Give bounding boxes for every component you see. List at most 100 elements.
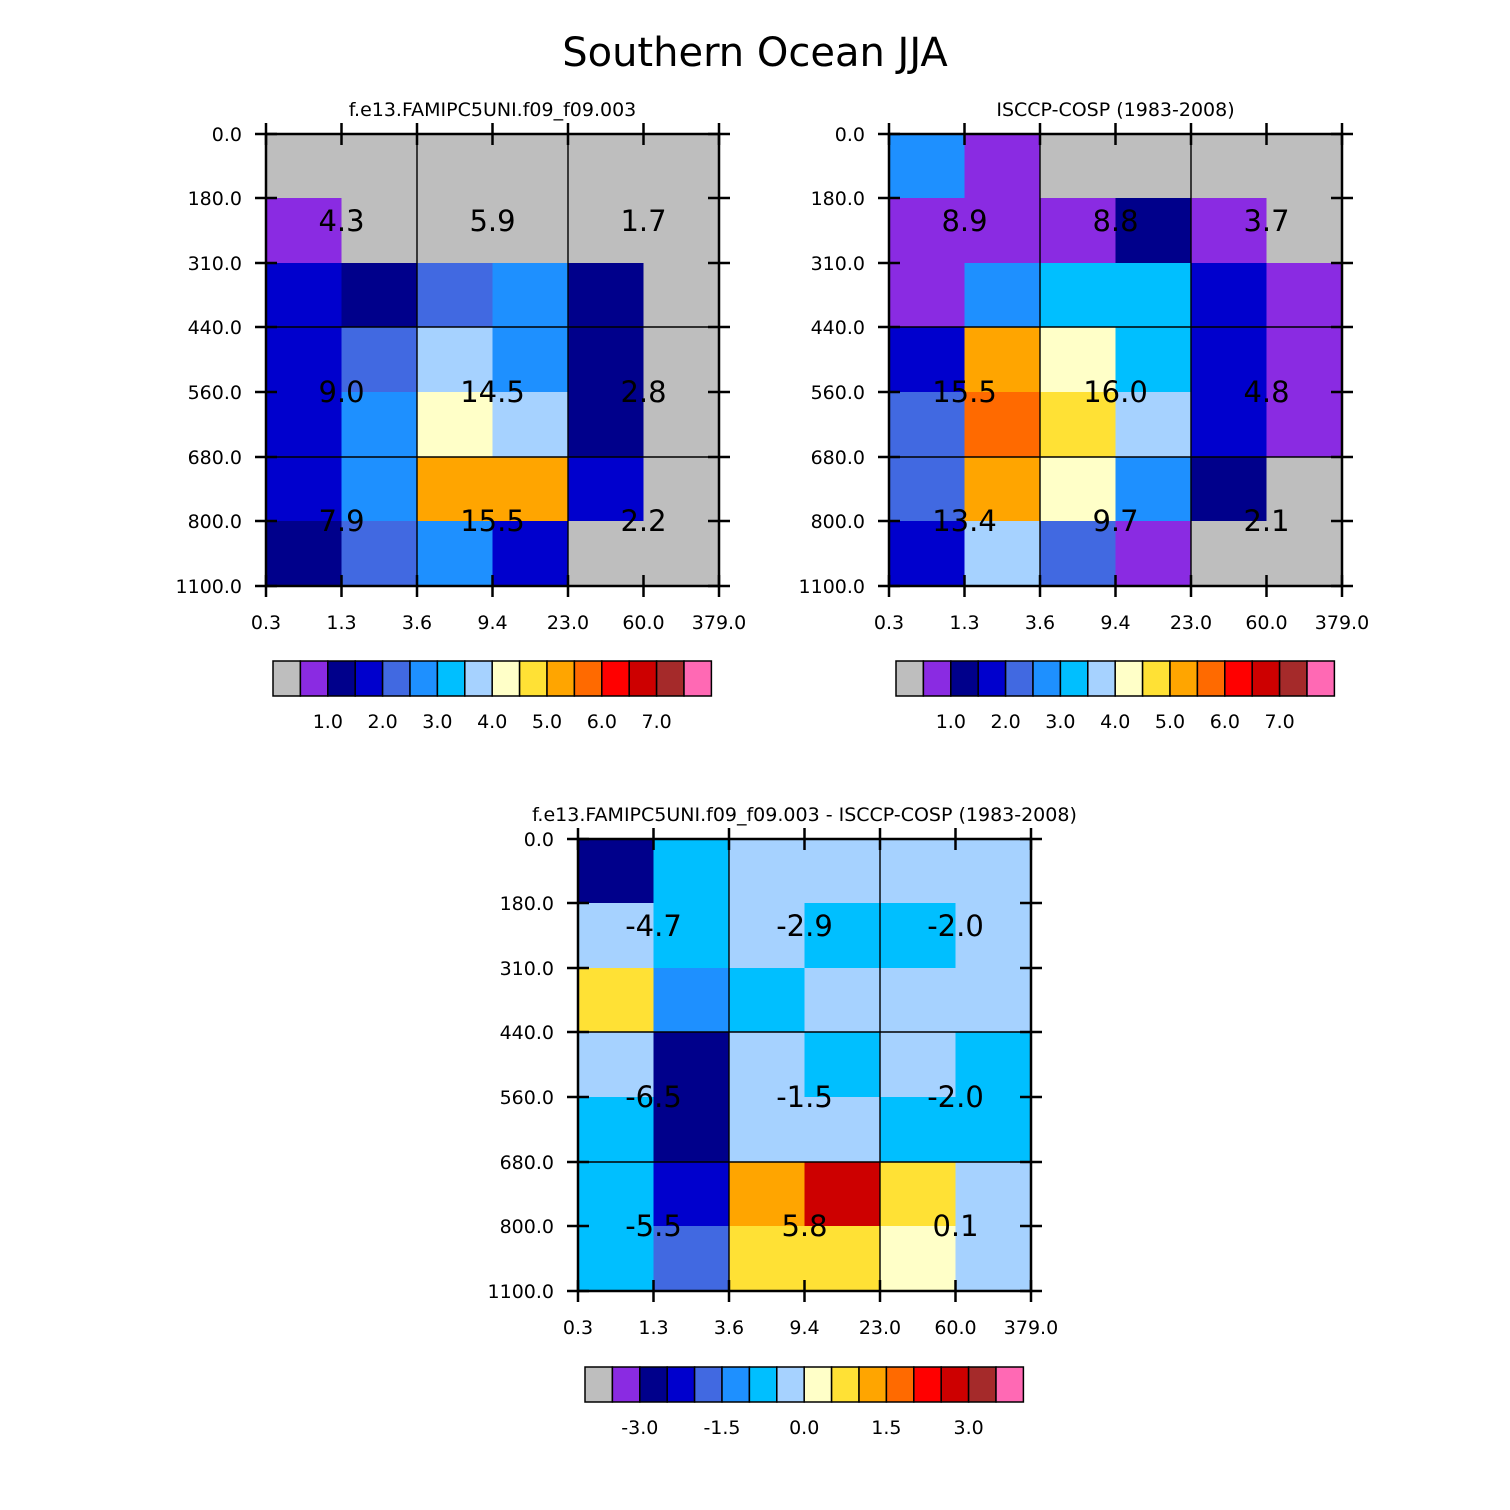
colorbar-label: 7.0 <box>1264 711 1294 733</box>
block-value-label: 15.5 <box>460 504 525 538</box>
colorbar-label: 7.0 <box>641 711 671 733</box>
colorbar-swatch <box>491 660 521 697</box>
heatmap-cell <box>653 968 730 1033</box>
heatmap-cell <box>1266 263 1343 328</box>
heatmap-cell <box>880 839 957 904</box>
colorbar-swatch <box>611 1366 641 1403</box>
colorbar-label: 2.0 <box>990 711 1020 733</box>
heatmap-cell <box>417 198 494 264</box>
x-tick-label: 379.0 <box>1004 1317 1058 1339</box>
block-value-label: -2.0 <box>927 1080 984 1114</box>
heatmap-cell <box>1191 392 1268 458</box>
heatmap-cell <box>729 1097 806 1163</box>
heatmap-cell <box>643 198 720 264</box>
colorbar-label: 5.0 <box>1155 711 1185 733</box>
block-value-label: 8.9 <box>941 204 987 238</box>
x-tick-label: 0.3 <box>563 1317 593 1339</box>
heatmap-cell <box>492 263 569 328</box>
heatmap-cell <box>266 457 343 522</box>
y-tick-label: 680.0 <box>500 1152 554 1174</box>
y-tick-label: 440.0 <box>188 317 242 339</box>
block-value-label: -1.5 <box>776 1080 833 1114</box>
colorbar-swatch <box>950 660 979 697</box>
x-tick-label: 1.3 <box>949 612 979 634</box>
block-value-label: -4.7 <box>625 909 682 943</box>
heatmap-cell <box>492 521 569 587</box>
x-tick-label: 3.6 <box>1025 612 1055 634</box>
heatmap-cell <box>955 1097 1032 1163</box>
x-tick-label: 23.0 <box>547 612 589 634</box>
heatmap-cell <box>417 392 494 458</box>
heatmap-cell <box>729 839 806 904</box>
colorbar-swatch <box>693 1366 723 1403</box>
y-tick-label: 180.0 <box>500 893 554 915</box>
heatmap-cell <box>643 457 720 522</box>
colorbar-label: 4.0 <box>477 711 507 733</box>
x-tick-label: 379.0 <box>1315 612 1369 634</box>
heatmap-cell <box>1191 457 1268 522</box>
heatmap-cell <box>955 1032 1032 1098</box>
heatmap-cell <box>880 1032 957 1098</box>
heatmap-cell <box>729 903 806 969</box>
block-value-label: 5.8 <box>781 1209 827 1243</box>
heatmap-cell <box>643 521 720 587</box>
block-value-label: 3.7 <box>1243 204 1289 238</box>
colorbar-swatch <box>327 660 356 697</box>
heatmap-cell <box>341 457 418 522</box>
y-tick-label: 560.0 <box>500 1087 554 1109</box>
panel-observation: ISCCP-COSP (1983-2008) 0.0 180.0 310.0 440.0… <box>799 99 1370 733</box>
colorbar-label: -1.5 <box>703 1417 740 1439</box>
colorbar-swatch <box>1224 660 1253 697</box>
heatmap-cell <box>1266 327 1343 393</box>
heatmap-cell <box>880 1162 957 1227</box>
heatmap-cell <box>653 1162 730 1227</box>
heatmap-cell <box>266 263 343 328</box>
heatmap-cell <box>964 521 1041 587</box>
y-tick-label: 560.0 <box>188 382 242 404</box>
heatmap-cell <box>889 198 966 264</box>
colorbar-label: 2.0 <box>367 711 397 733</box>
heatmap-cell <box>568 198 645 264</box>
block-value-label: 1.7 <box>620 204 666 238</box>
heatmap-cell <box>964 134 1041 199</box>
figure-title: Southern Ocean JJA <box>562 30 948 76</box>
heatmap-cell <box>266 521 343 587</box>
colorbar-swatch <box>518 660 548 697</box>
heatmap-cell <box>1191 198 1268 264</box>
heatmap-cell <box>889 263 966 328</box>
y-tick-label: 800.0 <box>811 511 865 533</box>
colorbar-swatch <box>272 660 302 697</box>
colorbar-swatch <box>464 660 493 697</box>
colorbar-swatch <box>1087 660 1116 697</box>
heatmap-cell <box>1266 198 1343 264</box>
heatmap-cell <box>492 392 569 458</box>
y-tick-label: 440.0 <box>500 1022 554 1044</box>
panel-model: f.e13.FAMIPC5UNI.f09_f09.003 0.0 180.0 310.… <box>176 99 747 733</box>
colorbar-swatch <box>1169 660 1199 697</box>
heatmap-cell <box>889 134 966 199</box>
heatmap-cell <box>889 457 966 522</box>
heatmap-cell <box>880 968 957 1033</box>
colorbar-swatch <box>655 660 685 697</box>
colorbar-swatch <box>1004 660 1034 697</box>
heatmap-cell <box>417 327 494 393</box>
heatmap-cell <box>492 134 569 199</box>
heatmap-cell <box>729 1032 806 1098</box>
heatmap-cell <box>889 327 966 393</box>
x-tick-label: 0.3 <box>874 612 904 634</box>
heatmap-cell <box>417 134 494 199</box>
x-tick-label: 60.0 <box>934 1317 976 1339</box>
y-tick-label: 1100.0 <box>799 576 865 598</box>
heatmap-cell <box>578 839 655 904</box>
heatmap-cell <box>643 327 720 393</box>
heatmap-cell <box>1115 198 1192 264</box>
heatmap-cell <box>578 968 655 1033</box>
x-tick-label: 9.4 <box>1100 612 1130 634</box>
block-value-label: 9.0 <box>318 375 364 409</box>
colorbar-swatch <box>546 660 576 697</box>
heatmap-cell <box>804 903 881 969</box>
heatmap-cell <box>1266 392 1343 458</box>
heatmap-cell <box>643 392 720 458</box>
colorbar-swatch <box>639 1366 668 1403</box>
heatmap-cell <box>964 457 1041 522</box>
